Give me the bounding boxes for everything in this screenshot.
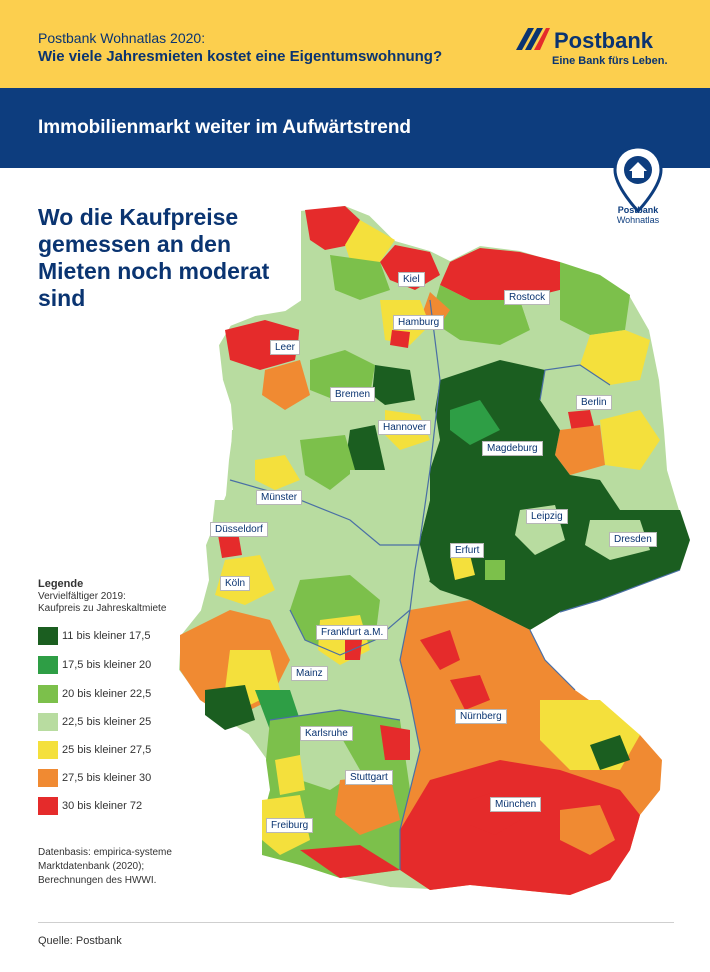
legend-subtitle-2: Kaufpreis zu Jahreskaltmiete <box>38 603 167 614</box>
logo-slogan: Eine Bank fürs Leben. <box>552 55 668 67</box>
city-label-muenster: Münster <box>256 490 303 505</box>
city-label-leipzig: Leipzig <box>526 509 568 524</box>
city-label-magdeburg: Magdeburg <box>482 441 543 456</box>
header-title: Wie viele Jahresmieten kostet eine Eigen… <box>38 48 443 65</box>
pin-label-postbank: Postbank <box>617 205 659 215</box>
legend-swatch <box>38 741 58 759</box>
footer-source: Quelle: Postbank <box>38 935 122 947</box>
legend-swatch <box>38 713 58 731</box>
footer-divider <box>38 922 674 923</box>
city-label-hannover: Hannover <box>378 420 432 435</box>
banner-bar <box>0 88 710 168</box>
logo-name: Postbank <box>554 28 654 53</box>
legend-subtitle-1: Vervielfältiger 2019: <box>38 591 126 602</box>
city-label-koeln: Köln <box>220 576 251 591</box>
city-label-duesseldorf: Düsseldorf <box>210 522 268 537</box>
data-source-note: Datenbasis: empirica-systeme Marktdatenb… <box>38 847 172 886</box>
city-label-erfurt: Erfurt <box>450 543 485 558</box>
legend-label: 25 bis kleiner 27,5 <box>62 744 152 756</box>
city-label-stuttgart: Stuttgart <box>345 770 393 785</box>
legend-swatch <box>38 769 58 787</box>
legend-label: 17,5 bis kleiner 20 <box>62 659 152 671</box>
city-label-kiel: Kiel <box>398 272 425 287</box>
pin-label-wohnatlas: Wohnatlas <box>616 215 660 225</box>
postbank-logo-icon <box>516 28 550 50</box>
legend-label: 27,5 bis kleiner 30 <box>62 772 152 784</box>
postbank-logo: Postbank Eine Bank fürs Leben. <box>514 22 694 72</box>
legend-swatch <box>38 656 58 674</box>
wohnatlas-pin-icon <box>613 145 663 214</box>
city-label-karlsruhe: Karlsruhe <box>300 726 353 741</box>
legend-label: 20 bis kleiner 22,5 <box>62 688 152 700</box>
legend-swatch <box>38 627 58 645</box>
legend-title: Legende <box>38 578 84 590</box>
city-label-berlin: Berlin <box>576 395 612 410</box>
city-label-bremen: Bremen <box>330 387 376 402</box>
city-label-muenchen: München <box>490 797 542 812</box>
banner-title: Immobilienmarkt weiter im Aufwärtstrend <box>38 117 412 138</box>
city-label-freiburg: Freiburg <box>266 818 314 833</box>
city-label-leer: Leer <box>270 340 301 355</box>
city-label-hamburg: Hamburg <box>393 315 445 330</box>
city-label-mainz: Mainz <box>291 666 328 681</box>
header-subtitle: Postbank Wohnatlas 2020: <box>38 30 206 46</box>
legend-label: 11 bis kleiner 17,5 <box>62 630 151 642</box>
legend-label: 30 bis kleiner 72 <box>62 800 143 812</box>
legend-swatch <box>38 797 58 815</box>
legend-label: 22,5 bis kleiner 25 <box>62 716 152 728</box>
header-bar <box>0 0 710 88</box>
city-label-rostock: Rostock <box>504 290 551 305</box>
city-label-frankfurt: Frankfurt a.M. <box>316 625 389 640</box>
city-label-dresden: Dresden <box>609 532 657 547</box>
legend-swatch <box>38 685 58 703</box>
map-headline: Wo die Kaufpreise gemessen an den Mieten… <box>38 204 270 311</box>
city-label-nuernberg: Nürnberg <box>455 709 507 724</box>
